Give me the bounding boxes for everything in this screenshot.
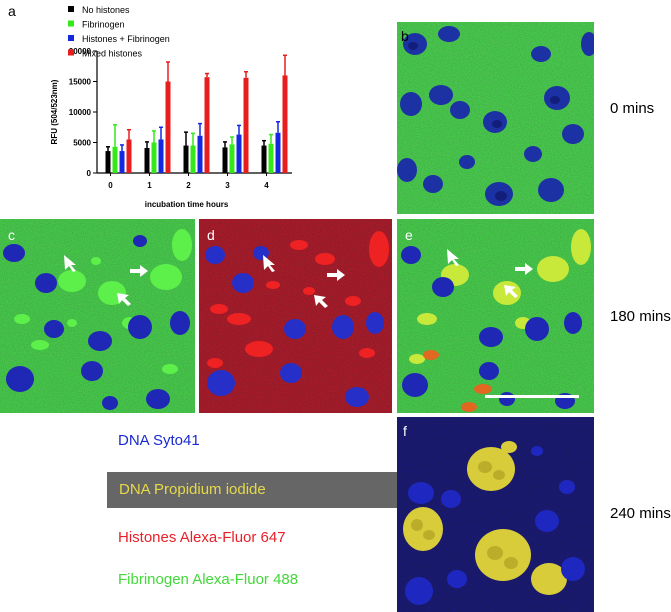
bar — [190, 145, 196, 173]
panel-label-d: d — [207, 227, 215, 243]
x-tick-label: 0 — [108, 181, 113, 190]
legend-dna-syto: DNA Syto41 — [118, 432, 200, 449]
bar-chart: 0 5000 10000 15000 20000 RFU (504/523nm) 0 1 2 3 4… — [50, 5, 292, 209]
bar — [112, 146, 118, 173]
legend-swatch — [68, 6, 74, 12]
legend-entry: Histones + Fibrinogen — [82, 34, 170, 44]
micrograph-f: f — [397, 417, 594, 612]
panel-label-c: c — [8, 227, 15, 243]
legend-entry: No histones — [82, 5, 130, 15]
legend-entry: Fibrinogen — [82, 20, 125, 30]
bar — [268, 143, 274, 173]
legend-swatch — [68, 49, 74, 56]
arrow-icon — [447, 249, 459, 266]
x-tick-label: 2 — [186, 181, 191, 190]
y-axis-label: RFU (504/523nm) — [50, 79, 59, 144]
y-tick-label: 10000 — [69, 108, 92, 117]
x-tick-label: 1 — [147, 181, 152, 190]
bar — [275, 132, 281, 173]
time-label-240-mins: 240 mins — [610, 505, 671, 522]
x-tick-label: 4 — [264, 181, 269, 190]
bar — [105, 151, 111, 173]
arrow-icon — [504, 285, 518, 298]
scale-bar — [485, 395, 579, 398]
bar — [158, 139, 164, 173]
bar — [222, 147, 228, 173]
time-label-180-mins: 180 mins — [610, 308, 671, 325]
bar — [197, 135, 203, 173]
bar — [261, 145, 267, 173]
bar — [126, 139, 132, 173]
legend-dna-pi: DNA Propidium iodide — [119, 481, 266, 498]
time-label-0-mins: 0 mins — [610, 100, 655, 117]
arrow-icon — [64, 255, 76, 272]
y-tick-label: 20000 — [69, 47, 92, 56]
panel-label-b: b — [401, 28, 409, 44]
legend-fibrinogen: Fibrinogen Alexa-Fluor 488 — [118, 571, 299, 588]
legend-entry: Mixed histones — [82, 49, 143, 59]
micrograph-b: b — [397, 22, 594, 214]
x-tick-label: 3 — [225, 181, 230, 190]
bar — [282, 75, 288, 173]
bar — [165, 81, 171, 173]
arrow-icon — [327, 269, 345, 281]
bar — [229, 144, 235, 173]
y-tick-label: 15000 — [69, 78, 92, 87]
legend-swatch — [68, 35, 74, 41]
arrow-icon — [117, 293, 131, 306]
arrow-icon — [515, 263, 533, 275]
x-axis-label: incubation time hours — [145, 200, 229, 209]
panel-label-e: e — [405, 227, 413, 243]
bar — [119, 151, 125, 173]
bar — [144, 147, 150, 173]
panel-label-f: f — [403, 423, 407, 439]
bar — [204, 77, 210, 173]
micrograph-e: e — [397, 219, 594, 413]
legend-swatch — [68, 20, 74, 27]
bar — [183, 145, 189, 173]
bar — [236, 134, 242, 173]
y-tick-label: 5000 — [73, 139, 91, 148]
arrow-icon — [314, 295, 328, 308]
arrow-icon — [130, 265, 148, 277]
micrograph-c: c — [0, 219, 195, 413]
bar — [151, 142, 157, 173]
bar — [243, 77, 249, 173]
arrow-icon — [263, 255, 275, 272]
y-tick-label: 0 — [87, 169, 92, 178]
legend-histones: Histones Alexa-Fluor 647 — [118, 529, 286, 546]
micrograph-d: d — [199, 219, 392, 413]
panel-label-a: a — [8, 3, 16, 19]
